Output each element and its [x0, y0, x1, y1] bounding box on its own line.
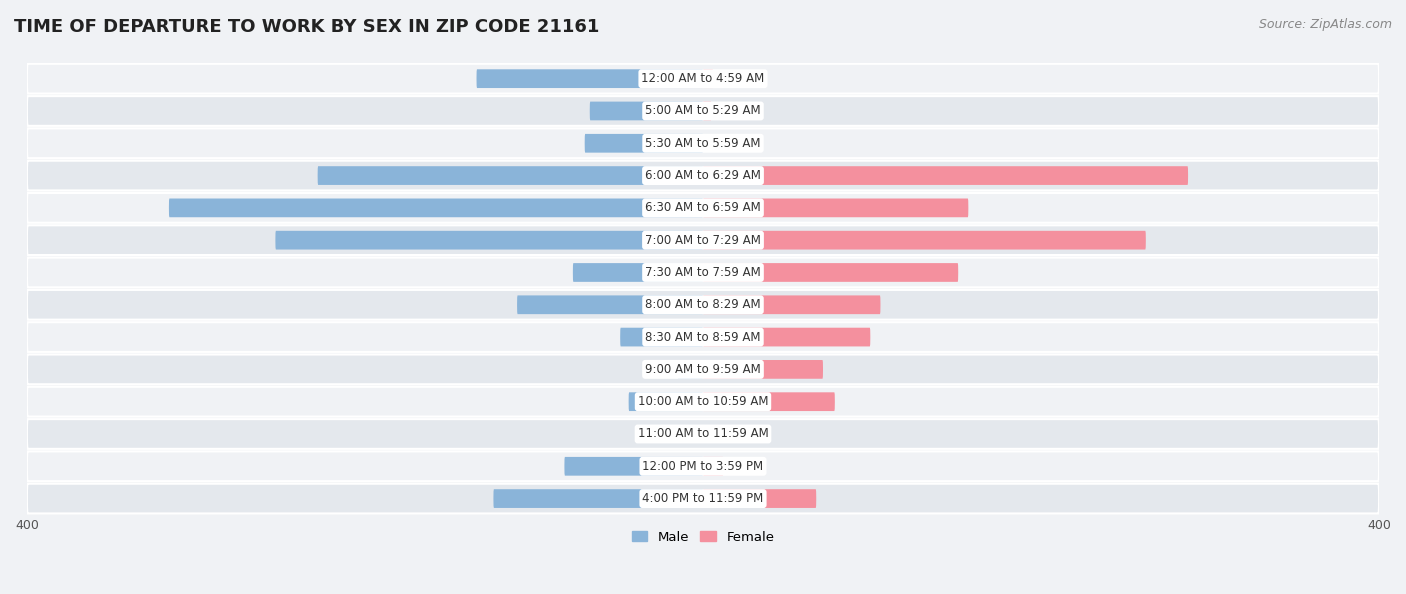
FancyBboxPatch shape: [703, 231, 1146, 249]
Text: 11:00 AM to 11:59 AM: 11:00 AM to 11:59 AM: [638, 428, 768, 441]
FancyBboxPatch shape: [27, 258, 1379, 287]
Text: 0: 0: [709, 137, 716, 150]
FancyBboxPatch shape: [27, 419, 1379, 449]
FancyBboxPatch shape: [27, 161, 1379, 191]
FancyBboxPatch shape: [589, 102, 703, 121]
Text: 7:00 AM to 7:29 AM: 7:00 AM to 7:29 AM: [645, 233, 761, 247]
FancyBboxPatch shape: [703, 457, 723, 476]
Text: 10:00 AM to 10:59 AM: 10:00 AM to 10:59 AM: [638, 395, 768, 408]
FancyBboxPatch shape: [477, 69, 703, 88]
FancyBboxPatch shape: [27, 96, 1379, 126]
Text: Source: ZipAtlas.com: Source: ZipAtlas.com: [1258, 18, 1392, 31]
Text: 110: 110: [672, 298, 697, 311]
Text: 67: 67: [709, 492, 725, 505]
FancyBboxPatch shape: [318, 166, 703, 185]
FancyBboxPatch shape: [276, 231, 703, 249]
Text: 287: 287: [709, 169, 734, 182]
Text: 262: 262: [709, 233, 734, 247]
Text: 157: 157: [709, 201, 734, 214]
FancyBboxPatch shape: [27, 484, 1379, 513]
FancyBboxPatch shape: [169, 198, 703, 217]
Text: 5:30 AM to 5:59 AM: 5:30 AM to 5:59 AM: [645, 137, 761, 150]
FancyBboxPatch shape: [27, 128, 1379, 158]
Text: 6:00 AM to 6:29 AM: 6:00 AM to 6:29 AM: [645, 169, 761, 182]
Text: 151: 151: [709, 266, 734, 279]
Text: 6: 6: [718, 72, 725, 85]
Text: 71: 71: [709, 363, 725, 376]
Text: 49: 49: [681, 331, 697, 343]
FancyBboxPatch shape: [703, 166, 1188, 185]
Text: 228: 228: [672, 169, 697, 182]
Text: 8:00 AM to 8:29 AM: 8:00 AM to 8:29 AM: [645, 298, 761, 311]
Text: 4:00 PM to 11:59 PM: 4:00 PM to 11:59 PM: [643, 492, 763, 505]
FancyBboxPatch shape: [27, 193, 1379, 223]
FancyBboxPatch shape: [703, 69, 713, 88]
Text: 78: 78: [709, 395, 725, 408]
FancyBboxPatch shape: [27, 64, 1379, 93]
FancyBboxPatch shape: [703, 102, 711, 121]
FancyBboxPatch shape: [564, 457, 703, 476]
Text: 0: 0: [690, 428, 697, 441]
FancyBboxPatch shape: [27, 225, 1379, 255]
Text: 9:00 AM to 9:59 AM: 9:00 AM to 9:59 AM: [645, 363, 761, 376]
Text: 82: 82: [681, 460, 697, 473]
Text: 12: 12: [728, 460, 744, 473]
Text: 12:00 PM to 3:59 PM: 12:00 PM to 3:59 PM: [643, 460, 763, 473]
Legend: Male, Female: Male, Female: [626, 525, 780, 549]
Text: 99: 99: [709, 331, 725, 343]
FancyBboxPatch shape: [703, 392, 835, 411]
FancyBboxPatch shape: [620, 328, 703, 346]
FancyBboxPatch shape: [703, 360, 823, 379]
FancyBboxPatch shape: [572, 263, 703, 282]
FancyBboxPatch shape: [585, 134, 703, 153]
Text: 6:30 AM to 6:59 AM: 6:30 AM to 6:59 AM: [645, 201, 761, 214]
FancyBboxPatch shape: [703, 328, 870, 346]
Text: 44: 44: [681, 395, 697, 408]
Text: 105: 105: [709, 298, 734, 311]
FancyBboxPatch shape: [27, 290, 1379, 320]
Text: 5:00 AM to 5:29 AM: 5:00 AM to 5:29 AM: [645, 105, 761, 118]
Text: 67: 67: [681, 105, 697, 118]
FancyBboxPatch shape: [27, 355, 1379, 384]
Text: 0: 0: [709, 428, 716, 441]
Text: 15: 15: [657, 363, 672, 376]
FancyBboxPatch shape: [703, 489, 817, 508]
FancyBboxPatch shape: [703, 263, 959, 282]
FancyBboxPatch shape: [27, 387, 1379, 416]
FancyBboxPatch shape: [517, 295, 703, 314]
Text: 70: 70: [681, 137, 697, 150]
FancyBboxPatch shape: [628, 392, 703, 411]
FancyBboxPatch shape: [678, 360, 703, 379]
Text: 5: 5: [717, 105, 724, 118]
Text: 253: 253: [672, 233, 697, 247]
Text: 124: 124: [672, 492, 697, 505]
Text: 8:30 AM to 8:59 AM: 8:30 AM to 8:59 AM: [645, 331, 761, 343]
Text: TIME OF DEPARTURE TO WORK BY SEX IN ZIP CODE 21161: TIME OF DEPARTURE TO WORK BY SEX IN ZIP …: [14, 18, 599, 36]
FancyBboxPatch shape: [703, 295, 880, 314]
Text: 77: 77: [681, 266, 697, 279]
FancyBboxPatch shape: [27, 322, 1379, 352]
FancyBboxPatch shape: [27, 451, 1379, 481]
FancyBboxPatch shape: [703, 198, 969, 217]
Text: 134: 134: [672, 72, 697, 85]
Text: 316: 316: [672, 201, 697, 214]
Text: 7:30 AM to 7:59 AM: 7:30 AM to 7:59 AM: [645, 266, 761, 279]
FancyBboxPatch shape: [494, 489, 703, 508]
Text: 12:00 AM to 4:59 AM: 12:00 AM to 4:59 AM: [641, 72, 765, 85]
